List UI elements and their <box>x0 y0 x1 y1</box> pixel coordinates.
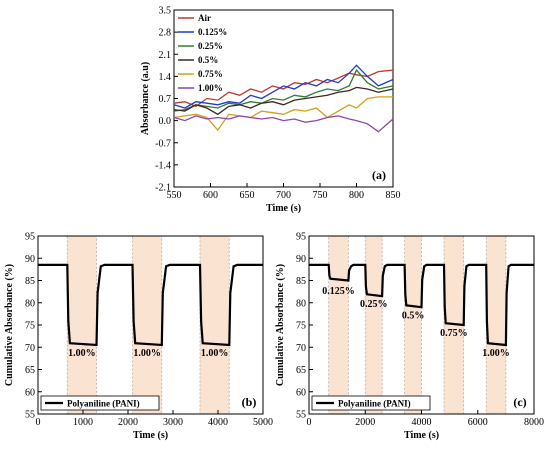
y-tick-label-c: 60 <box>296 387 306 398</box>
x-tick-label-a: 650 <box>240 190 255 201</box>
panel-label-a: (a) <box>372 168 386 182</box>
concentration-label-c: 1.00% <box>482 348 510 359</box>
y-tick-label-a: 0.7 <box>159 94 172 105</box>
x-tick-label-a: 550 <box>167 190 182 201</box>
x-tick-label-a: 600 <box>203 190 218 201</box>
concentration-label-b: 1.00% <box>68 348 96 359</box>
y-axis-label-b: Cumulative Absorbance (%) <box>4 264 15 386</box>
y-tick-label-a: 2.8 <box>159 28 172 39</box>
legend-label-a: 0.75% <box>198 69 223 79</box>
series-line-a <box>173 68 394 112</box>
legend-label-a: 1.00% <box>198 83 223 93</box>
x-tick-label-b: 4000 <box>208 417 228 428</box>
legend-box-c <box>311 395 431 411</box>
x-tick-label-b: 0 <box>36 417 41 428</box>
x-tick-label-a: 800 <box>349 190 364 201</box>
y-tick-label-b: 95 <box>25 232 35 243</box>
y-tick-label-a: 0.0 <box>159 116 172 127</box>
x-axis-label-b: Time (s) <box>133 430 168 441</box>
concentration-label-c: 0.125% <box>322 286 355 297</box>
y-tick-label-b: 80 <box>25 298 35 309</box>
y-tick-label-c: 65 <box>296 365 306 376</box>
y-tick-label-c: 70 <box>296 343 306 354</box>
series-line-b <box>38 263 263 347</box>
legend-label-c: Polyaniline (PANI) <box>338 399 411 409</box>
y-tick-label-c: 75 <box>296 321 306 332</box>
legend-label-a: 0.25% <box>198 41 223 51</box>
y-tick-label-c: 80 <box>296 298 306 309</box>
exposure-region-c <box>328 235 349 415</box>
x-tick-label-a: 850 <box>386 190 401 201</box>
legend-label-a: 0.125% <box>198 27 227 37</box>
y-axis-label-c: Cumulative Absorbance (%) <box>275 264 286 386</box>
y-tick-label-c: 55 <box>296 410 306 421</box>
concentration-label-b: 1.00% <box>201 348 229 359</box>
series-line-c <box>309 263 534 347</box>
exposure-region-b <box>199 235 230 415</box>
series-line-a <box>173 64 394 109</box>
y-tick-label-b: 60 <box>25 387 35 398</box>
panel-label-b: (b) <box>242 395 257 409</box>
y-tick-label-b: 55 <box>25 410 35 421</box>
x-tick-label-a: 700 <box>276 190 291 201</box>
concentration-label-b: 1.00% <box>133 348 161 359</box>
y-tick-label-a: -1.4 <box>155 160 171 171</box>
y-tick-label-c: 90 <box>296 254 306 265</box>
legend-label-a: Air <box>198 13 211 23</box>
x-axis-label-a: Time (s) <box>266 203 301 214</box>
legend-label-a: 0.5% <box>198 55 218 65</box>
series-line-a <box>173 96 393 132</box>
y-tick-label-a: 2.1 <box>159 50 172 61</box>
series-line-a <box>173 115 394 133</box>
concentration-label-c: 0.75% <box>440 328 468 339</box>
y-tick-label-a: 3.5 <box>159 6 172 17</box>
y-tick-label-a: 1.4 <box>159 72 172 83</box>
legend-box-b <box>40 395 160 411</box>
x-tick-label-c: 6000 <box>468 417 488 428</box>
x-tick-label-a: 750 <box>313 190 328 201</box>
exposure-region-c <box>364 235 383 415</box>
y-tick-label-b: 70 <box>25 343 35 354</box>
x-tick-label-c: 8000 <box>524 417 544 428</box>
exposure-region-c <box>485 235 507 415</box>
exposure-region-b <box>66 235 97 415</box>
concentration-label-c: 0.25% <box>360 299 388 310</box>
panel-label-c: (c) <box>513 395 526 409</box>
x-tick-label-b: 3000 <box>163 417 183 428</box>
x-tick-label-b: 2000 <box>118 417 138 428</box>
y-axis-label-a: Absorbance (a.u) <box>140 62 151 135</box>
chart-panel-a: 550 600 650 700 750 800 850 -2.1 -1.4 -0.7 0.0 0.7 1… <box>140 6 401 215</box>
chart-panel-b: 0 1000 2000 3000 4000 5000 55 60 65 70 75 80 85 90 95 T… <box>4 232 273 442</box>
x-tick-label-b: 5000 <box>253 417 273 428</box>
y-tick-label-c: 95 <box>296 232 306 243</box>
y-tick-label-b: 75 <box>25 321 35 332</box>
series-line-a <box>173 86 394 116</box>
x-tick-label-c: 4000 <box>412 417 432 428</box>
x-tick-label-c: 0 <box>307 417 312 428</box>
x-tick-label-c: 2000 <box>355 417 375 428</box>
legend-label-b: Polyaniline (PANI) <box>67 399 140 409</box>
y-tick-label-b: 90 <box>25 254 35 265</box>
y-tick-label-a: -2.1 <box>155 183 171 194</box>
y-tick-label-c: 85 <box>296 276 306 287</box>
chart-panel-c: 0 2000 4000 6000 8000 55 60 65 70 75 80 85 90 95 Time … <box>275 232 544 442</box>
x-tick-label-b: 1000 <box>73 417 93 428</box>
exposure-region-c <box>404 235 422 415</box>
y-tick-label-a: -0.7 <box>155 138 171 149</box>
exposure-region-b <box>132 235 163 415</box>
y-tick-label-b: 85 <box>25 276 35 287</box>
concentration-label-c: 0.5% <box>402 310 425 321</box>
x-axis-label-c: Time (s) <box>404 430 439 441</box>
y-tick-label-b: 65 <box>25 365 35 376</box>
